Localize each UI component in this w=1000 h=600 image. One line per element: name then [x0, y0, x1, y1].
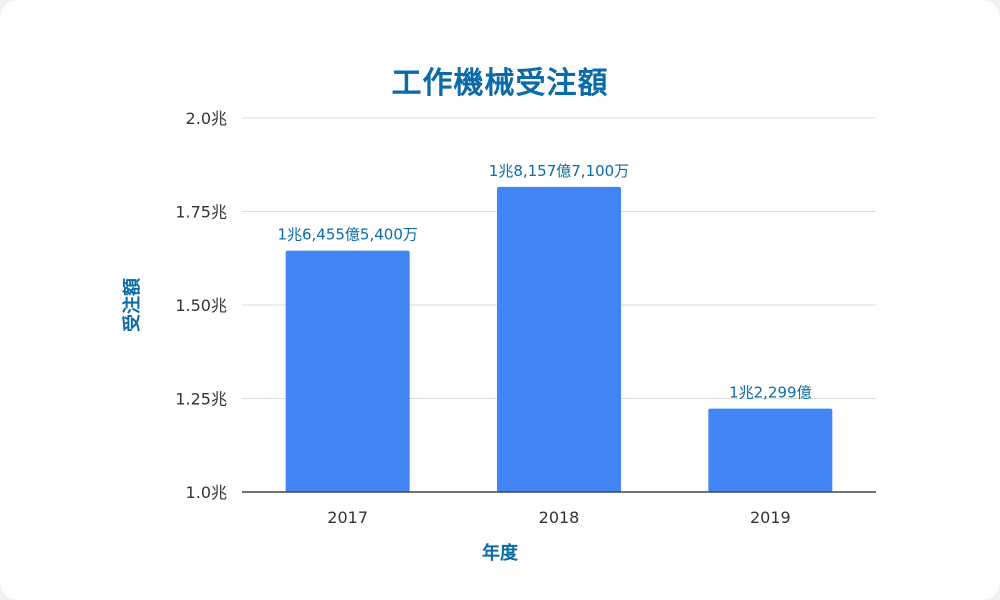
data-label: 1兆8,157億7,100万 — [489, 162, 629, 180]
chart-title: 工作機械受注額 — [391, 66, 609, 101]
bar — [708, 408, 833, 492]
y-tick-label: 1.75兆 — [175, 203, 227, 222]
x-tick-label: 2017 — [327, 508, 368, 527]
y-tick-label: 1.25兆 — [175, 390, 227, 409]
bar — [285, 250, 410, 492]
data-label: 1兆2,299億 — [729, 384, 812, 402]
x-axis-label: 年度 — [482, 543, 518, 564]
x-tick-label: 2018 — [539, 508, 580, 527]
y-tick-label: 1.50兆 — [175, 296, 227, 315]
x-tick-label: 2019 — [750, 508, 791, 527]
data-label: 1兆6,455億5,400万 — [277, 226, 417, 244]
bar — [497, 186, 621, 493]
y-tick-label: 1.0兆 — [186, 483, 227, 502]
y-tick-label: 2.0兆 — [186, 109, 227, 128]
